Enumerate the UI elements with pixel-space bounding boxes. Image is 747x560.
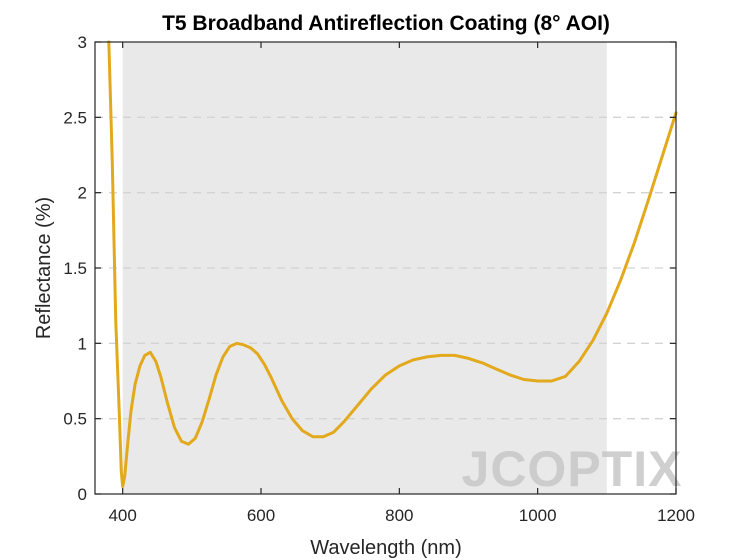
y-tick-label: 3 — [78, 33, 87, 52]
x-tick-label: 400 — [108, 506, 136, 525]
y-tick-labels: 0 0.5 1 1.5 2 2.5 3 — [63, 33, 87, 504]
x-axis-label: Wavelength (nm) — [310, 537, 462, 559]
x-tick-label: 800 — [385, 506, 413, 525]
x-tick-labels: 400 600 800 1000 1200 — [108, 506, 694, 525]
x-tick-label: 1200 — [657, 506, 695, 525]
watermark: JCOPTIX — [462, 441, 683, 497]
x-tick-label: 1000 — [519, 506, 557, 525]
y-tick-label: 2 — [78, 184, 87, 203]
chart-title: T5 Broadband Antireflection Coating (8° … — [162, 12, 610, 35]
x-tick-label: 600 — [247, 506, 275, 525]
y-tick-label: 1.5 — [63, 259, 87, 278]
series-lines — [107, 40, 678, 488]
y-tick-label: 0 — [78, 485, 87, 504]
reflectance-line — [107, 40, 678, 488]
y-tick-label: 1 — [78, 334, 87, 353]
y-tick-label: 0.5 — [63, 410, 87, 429]
watermark-logo: JCOPTIX — [462, 441, 683, 497]
y-axis-label: Reflectance (%) — [33, 197, 55, 339]
axes — [94, 41, 677, 495]
y-tick-label: 2.5 — [63, 108, 87, 127]
